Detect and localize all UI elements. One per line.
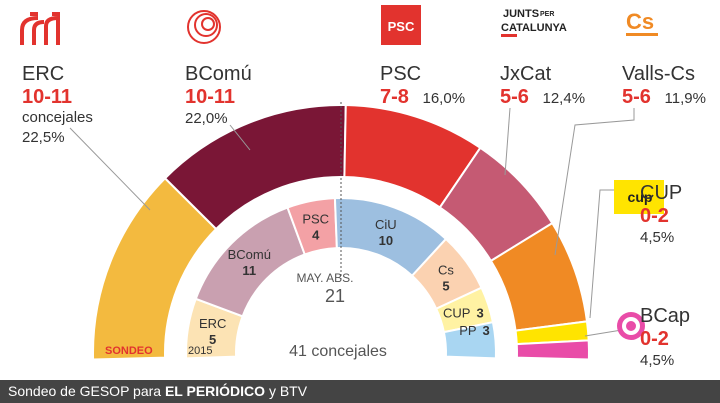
psc-logo-icon: PSC xyxy=(381,5,421,45)
party-seats-erc: 10-11 xyxy=(22,86,72,108)
party-name-bcomu: BComú xyxy=(185,63,252,85)
party-pct-erc: 22,5% xyxy=(22,129,65,146)
inner-seats-erc15: 5 xyxy=(209,332,216,347)
jxcat-logo-line-3: CATALUNYA xyxy=(501,22,567,34)
inner-label-cup15: CUP xyxy=(443,305,470,320)
inner-label-erc15: ERC xyxy=(199,316,226,331)
cs-logo-icon: Cs xyxy=(626,9,658,36)
party-logos: PSC JUNTS PER CATALUNYA Cs cup xyxy=(20,5,664,340)
inner-ring xyxy=(185,197,497,360)
bcap-logo-icon xyxy=(617,312,645,340)
inner-segment-pp15 xyxy=(442,321,497,360)
party-name-erc: ERC xyxy=(22,63,64,85)
inner-label-psc15: PSC xyxy=(302,211,329,226)
party-name-valls: Valls-Cs xyxy=(622,63,695,85)
jxcat-logo-icon: JUNTS PER CATALUNYA xyxy=(501,8,567,37)
party-pct-bcap: 4,5% xyxy=(640,352,674,369)
inner-seats-bcomu15: 11 xyxy=(242,263,256,278)
party-name-bcap: BCap xyxy=(640,305,690,327)
party-pct-psc: 16,0% xyxy=(423,90,466,107)
jxcat-logo-line-1: JUNTS xyxy=(503,8,539,20)
party-name-cup: CUP xyxy=(640,182,682,204)
inner-label-pp15: PP xyxy=(459,323,476,338)
inner-seats-psc15: 4 xyxy=(312,227,320,242)
leader-line-erc xyxy=(69,127,151,211)
source-publisher: EL PERIÓDICO xyxy=(164,383,266,399)
outer-ring xyxy=(92,104,590,361)
cup-logo-icon: cup xyxy=(614,180,664,214)
outer-segment-bcap xyxy=(515,339,590,361)
party-seats-psc: 7-8 xyxy=(380,86,409,108)
inner-label-ciu15: CiU xyxy=(375,217,397,232)
jxcat-logo-line-2: PER xyxy=(540,11,554,18)
inner-seats-pp15: 3 xyxy=(483,323,490,338)
inner-label-bcomu15: BComú xyxy=(228,247,271,262)
inner-label-cs15: Cs xyxy=(438,262,454,277)
party-pct-jxcat: 12,4% xyxy=(543,90,586,107)
party-pct-cup: 4,5% xyxy=(640,229,674,246)
inner-seats-cs15: 5 xyxy=(442,278,449,293)
party-name-psc: PSC xyxy=(380,63,421,85)
party-seats-bcomu: 10-11 xyxy=(185,86,235,108)
majority-value: 21 xyxy=(325,286,345,306)
total-seats-label: 41 concejales xyxy=(289,343,387,360)
party-seats-cup: 0-2 xyxy=(640,205,669,227)
party-seats-valls: 5-6 xyxy=(622,86,651,108)
bcomu-logo-icon xyxy=(187,10,221,44)
cs-logo-text: Cs xyxy=(626,9,654,34)
year-2015-label: 2015 xyxy=(188,345,212,357)
leader-line-valls xyxy=(554,108,635,256)
party-labels: ERC10-11concejales22,5%BComú10-1122,0%PS… xyxy=(22,63,706,369)
footer-bar xyxy=(0,380,720,403)
psc-logo-text: PSC xyxy=(388,19,415,34)
source-credit: Sondeo de GESOP para EL PERIÓDICO y BTV xyxy=(8,383,307,399)
inner-seats-ciu15: 10 xyxy=(379,233,393,248)
source-suffix: y BTV xyxy=(265,383,308,399)
source-prefix: Sondeo de GESOP para xyxy=(8,383,165,399)
erc-logo-icon xyxy=(20,12,60,45)
sondeo-label: SONDEO xyxy=(105,345,153,357)
leader-line-bcomu xyxy=(229,124,251,151)
cup-logo-text: cup xyxy=(628,189,653,205)
party-pct-valls: 11,9% xyxy=(665,90,706,107)
party-pct-bcomu: 22,0% xyxy=(185,110,228,127)
inner-seats-cup15: 3 xyxy=(476,305,483,320)
party-seats-bcap: 0-2 xyxy=(640,328,669,350)
majority-label: MAY. ABS. xyxy=(297,271,354,285)
party-name-jxcat: JxCat xyxy=(500,63,552,85)
party-seats-jxcat: 5-6 xyxy=(500,86,529,108)
party-subtitle-erc: concejales xyxy=(22,109,93,126)
leader-line-jxcat xyxy=(504,107,511,176)
